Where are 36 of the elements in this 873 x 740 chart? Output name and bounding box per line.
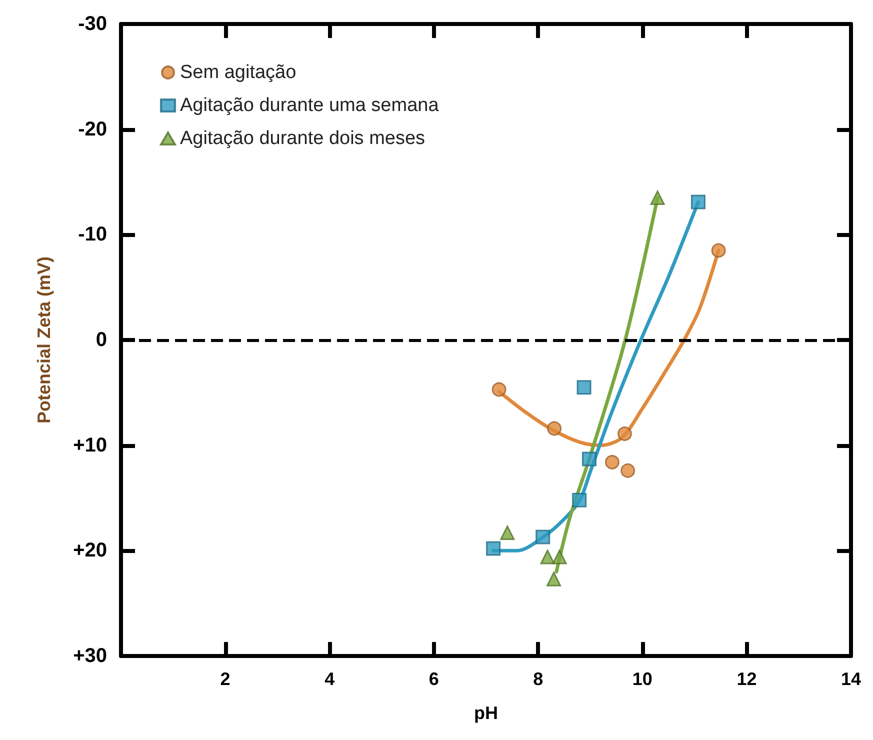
point <box>572 492 587 508</box>
legend-label: Sem agitação <box>180 62 296 83</box>
y-tick-label: -30 <box>78 13 107 35</box>
legend-label: Agitação durante uma semana <box>180 95 440 116</box>
y-tick-label: +30 <box>73 645 107 667</box>
point <box>552 550 567 564</box>
point <box>536 530 550 544</box>
x-tick-label: 8 <box>533 669 544 689</box>
x-tick-label: 4 <box>324 669 335 689</box>
point <box>617 426 632 441</box>
y-tick-label: 0 <box>96 329 107 351</box>
point <box>500 526 515 540</box>
point <box>690 194 706 210</box>
point <box>540 550 555 564</box>
point <box>711 243 726 258</box>
y-tick-label: +20 <box>73 540 107 562</box>
x-axis-title: pH <box>474 703 498 723</box>
point <box>576 380 592 395</box>
point <box>620 463 636 478</box>
point <box>492 382 506 397</box>
x-tick-label: 14 <box>840 669 862 689</box>
y-axis-title: Potencial Zeta (mV) <box>34 256 54 424</box>
x-tick-label: 2 <box>220 669 230 689</box>
point <box>547 421 562 436</box>
y-tick-label: +10 <box>73 434 107 456</box>
point <box>546 572 562 586</box>
x-tick-label: 12 <box>736 669 757 689</box>
y-tick-label: -20 <box>78 118 107 140</box>
point <box>486 541 501 556</box>
x-tick-label: 6 <box>428 669 439 689</box>
point <box>604 454 620 470</box>
point <box>650 190 665 206</box>
point <box>582 452 596 466</box>
legend-label: Agitação durante dois meses <box>180 128 426 149</box>
y-tick-label: -10 <box>78 224 107 246</box>
x-tick-label: 10 <box>632 669 652 689</box>
